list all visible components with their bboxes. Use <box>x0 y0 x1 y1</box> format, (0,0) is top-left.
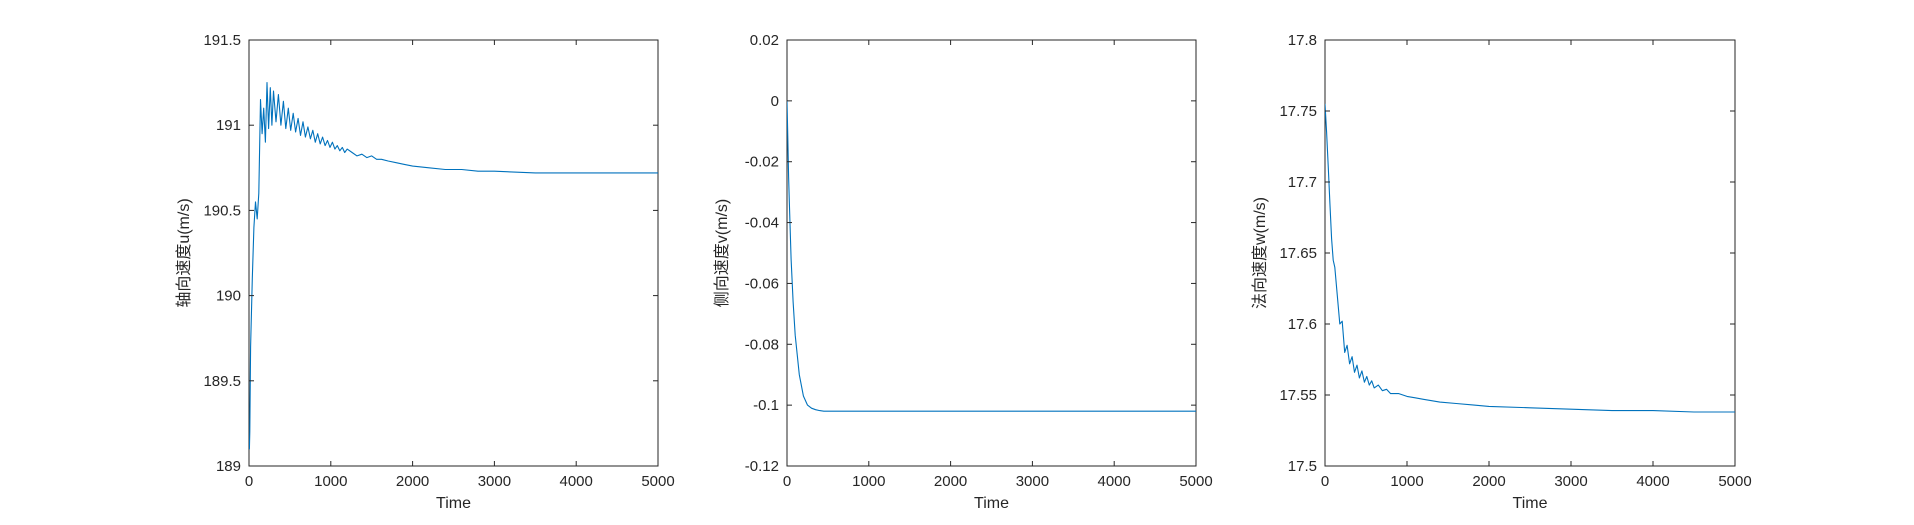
y-tick-label: 17.75 <box>1279 103 1317 120</box>
x-axis-title: Time <box>436 495 471 512</box>
series-line <box>787 100 1196 412</box>
x-tick-label: 5000 <box>1718 473 1751 490</box>
x-tick-label: 1000 <box>314 473 347 490</box>
x-tick-label: 5000 <box>641 473 674 490</box>
axes-frame <box>786 39 1197 467</box>
chart-axial: 0 1000 2000 3000 4000 5000 189 189.5 190 190.5 191… <box>175 32 675 512</box>
y-axis-title: 法向速度w(m/s) <box>1251 197 1269 309</box>
y-tick-label: 17.7 <box>1288 174 1317 191</box>
chart-lateral: 0 1000 2000 3000 4000 5000 -0.12 -0.1 -0.08 -0.06… <box>713 32 1213 512</box>
x-tick-label: 0 <box>783 473 791 490</box>
y-tick-label: 17.6 <box>1288 316 1317 333</box>
series-line <box>1325 103 1735 413</box>
panels: 0 1000 2000 3000 4000 5000 189 189.5 190 190.5 191… <box>175 32 1752 512</box>
y-axis-title: 轴向速度u(m/s) <box>175 198 193 307</box>
x-tick-label: 3000 <box>1016 473 1049 490</box>
x-tick-label: 0 <box>1321 473 1329 490</box>
x-axis-title: Time <box>974 495 1009 512</box>
y-tick-label: -0.04 <box>745 215 779 232</box>
x-tick-label: 0 <box>245 473 253 490</box>
y-tick-label: -0.02 <box>745 154 779 171</box>
y-tick-label: 191.5 <box>203 32 241 49</box>
y-axis-title: 侧向速度v(m/s) <box>713 199 731 307</box>
y-tick-label: 17.5 <box>1288 458 1317 475</box>
chart-normal: 0 1000 2000 3000 4000 5000 17.5 17.55 17.6 17.65 1… <box>1251 32 1752 512</box>
y-tick-label: 189 <box>216 458 241 475</box>
y-tick-label: -0.12 <box>745 458 779 475</box>
x-tick-label: 3000 <box>1554 473 1587 490</box>
x-tick-label: 5000 <box>1179 473 1212 490</box>
x-tick-label: 2000 <box>1472 473 1505 490</box>
series-line <box>249 82 658 450</box>
axes-frame <box>248 39 659 467</box>
x-tick-label: 4000 <box>1098 473 1131 490</box>
x-tick-label: 2000 <box>396 473 429 490</box>
y-tick-label: -0.1 <box>753 397 779 414</box>
y-tick-label: -0.06 <box>745 275 779 292</box>
y-tick-label: 191 <box>216 117 241 134</box>
x-tick-label: 4000 <box>1636 473 1669 490</box>
y-tick-label: 17.8 <box>1288 32 1317 49</box>
x-tick-label: 2000 <box>934 473 967 490</box>
y-tick-label: 0.02 <box>750 32 779 49</box>
y-tick-label: 190 <box>216 288 241 305</box>
x-tick-label: 4000 <box>560 473 593 490</box>
x-tick-label: 1000 <box>1390 473 1423 490</box>
x-tick-label: 3000 <box>478 473 511 490</box>
y-tick-label: 17.65 <box>1279 245 1317 262</box>
axes-frame <box>1324 39 1736 467</box>
y-tick-label: 190.5 <box>203 202 241 219</box>
x-axis-title: Time <box>1513 495 1548 512</box>
y-tick-label: 17.55 <box>1279 387 1317 404</box>
y-tick-label: 0 <box>771 93 779 110</box>
x-tick-label: 1000 <box>852 473 885 490</box>
y-tick-label: 189.5 <box>203 373 241 390</box>
y-tick-label: -0.08 <box>745 336 779 353</box>
